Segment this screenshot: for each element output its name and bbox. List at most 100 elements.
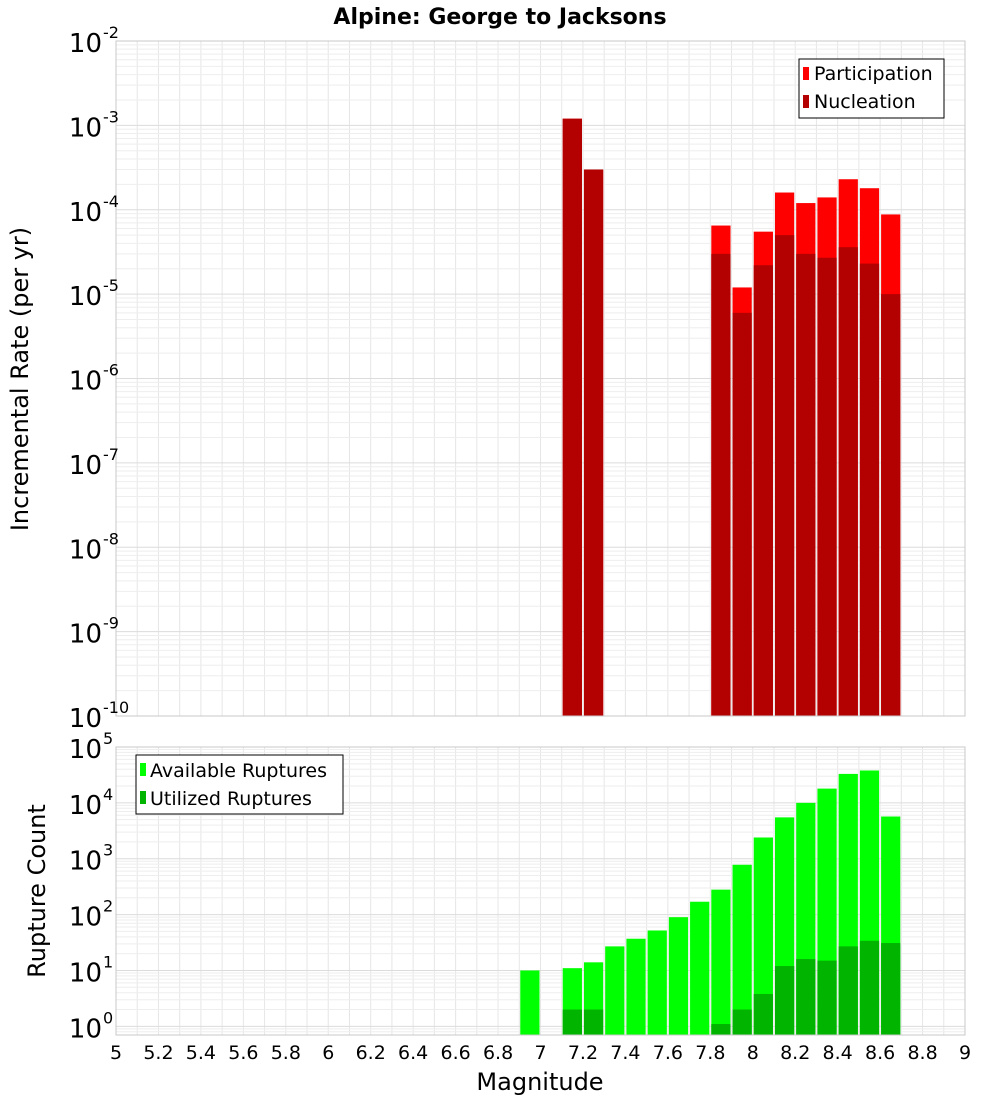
y-tick-exponent: -9 xyxy=(103,614,119,633)
y-tick-exponent: 4 xyxy=(103,785,113,804)
x-tick-label: 5.4 xyxy=(186,1042,216,1064)
bar-nucleation xyxy=(711,253,731,716)
x-tick-label: 7.8 xyxy=(695,1042,725,1064)
top-legend-box xyxy=(798,58,945,119)
bar-available-ruptures xyxy=(668,917,689,1035)
y-tick-label: 10 xyxy=(69,282,102,312)
legend-swatch-available xyxy=(140,763,146,776)
y-tick-exponent: 5 xyxy=(103,729,113,748)
bar-utilized-ruptures xyxy=(838,946,858,1035)
y-tick-exponent: -8 xyxy=(103,529,119,548)
bar-available-ruptures xyxy=(732,864,752,1035)
x-tick-label: 5.2 xyxy=(143,1042,173,1064)
x-tick-label: 6 xyxy=(322,1042,334,1064)
y-tick-exponent: -10 xyxy=(103,698,129,717)
x-ticks: 5 5.2 5.4 5.6 5.8 6 6.2 6.4 6.6 6.8 7 7.2 7.4 7.6 7.8 8… xyxy=(110,1042,971,1064)
bar-available-ruptures xyxy=(690,901,710,1035)
y-tick-exponent: -7 xyxy=(103,445,119,464)
x-tick-label: 6.2 xyxy=(356,1042,386,1064)
x-tick-label: 9 xyxy=(959,1042,971,1064)
top-plot-frame xyxy=(115,40,966,717)
x-tick-label: 8.4 xyxy=(823,1042,853,1064)
y-tick-exponent: -6 xyxy=(103,361,119,380)
bar-nucleation xyxy=(583,169,604,716)
y-tick-label: 10 xyxy=(69,620,102,650)
y-tick-exponent: 1 xyxy=(103,952,113,971)
x-tick-label: 7.6 xyxy=(653,1042,683,1064)
bar-utilized-ruptures xyxy=(711,1024,731,1035)
x-tick-label: 6.6 xyxy=(440,1042,470,1064)
bar-available-ruptures xyxy=(711,889,731,1035)
x-tick-label: 8.6 xyxy=(865,1042,895,1064)
bottom-legend-box xyxy=(135,754,344,815)
bar-available-ruptures xyxy=(753,837,773,1035)
bar-nucleation xyxy=(796,253,816,716)
bar-available-ruptures xyxy=(647,930,667,1035)
y-tick-label: 10 xyxy=(69,535,102,565)
y-tick-label: 10 xyxy=(69,903,102,933)
bar-nucleation xyxy=(881,294,901,716)
bar-nucleation xyxy=(859,263,880,716)
bar-utilized-ruptures xyxy=(753,993,773,1035)
x-tick-label: 6.4 xyxy=(398,1042,428,1064)
y-tick-label: 10 xyxy=(69,29,102,59)
top-bars xyxy=(562,118,901,717)
legend-label-available: Available Ruptures xyxy=(150,760,327,782)
x-tick-label: 7 xyxy=(534,1042,546,1064)
bottom-bars xyxy=(520,770,901,1035)
y-tick-label: 10 xyxy=(69,367,102,397)
y-tick-label: 10 xyxy=(69,198,102,228)
bar-nucleation xyxy=(838,247,858,716)
bar-available-ruptures xyxy=(626,938,646,1035)
legend-label-utilized: Utilized Ruptures xyxy=(150,788,312,810)
x-tick-label: 8.2 xyxy=(780,1042,810,1064)
bar-utilized-ruptures xyxy=(859,940,880,1035)
bottom-y-axis-label: Rupture Count xyxy=(23,804,51,978)
y-tick-exponent: 0 xyxy=(103,1008,113,1027)
legend-swatch-participation xyxy=(803,67,809,80)
x-tick-label: 7.4 xyxy=(610,1042,640,1064)
bottom-legend: Available Ruptures Utilized Ruptures xyxy=(135,754,344,815)
chart-title: Alpine: George to Jacksons xyxy=(333,5,666,30)
x-tick-label: 5 xyxy=(110,1042,122,1064)
bar-utilized-ruptures xyxy=(562,1009,582,1035)
x-tick-label: 5.6 xyxy=(228,1042,258,1064)
bar-utilized-ruptures xyxy=(796,959,816,1035)
x-tick-label: 6.8 xyxy=(483,1042,513,1064)
x-tick-label: 5.8 xyxy=(271,1042,301,1064)
y-tick-label: 10 xyxy=(69,958,102,988)
bottom-plot-frame xyxy=(115,746,966,1036)
top-legend: Participation Nucleation xyxy=(798,58,945,119)
bar-nucleation xyxy=(562,118,582,716)
bar-utilized-ruptures xyxy=(817,960,837,1035)
x-tick-label: 7.2 xyxy=(568,1042,598,1064)
bar-nucleation xyxy=(753,265,773,716)
x-tick-label: 8 xyxy=(747,1042,759,1064)
y-tick-label: 10 xyxy=(69,451,102,481)
y-tick-label: 10 xyxy=(69,704,102,734)
top-grid xyxy=(115,40,966,717)
bar-nucleation xyxy=(732,312,752,716)
bar-available-ruptures xyxy=(605,946,625,1035)
x-axis-label: Magnitude xyxy=(476,1068,603,1096)
y-tick-exponent: -4 xyxy=(103,192,119,211)
x-tick-label: 8.8 xyxy=(907,1042,937,1064)
y-tick-exponent: -2 xyxy=(103,23,119,42)
bar-utilized-ruptures xyxy=(881,943,901,1035)
y-tick-exponent: 3 xyxy=(103,841,113,860)
y-tick-exponent: -5 xyxy=(103,276,119,295)
bar-utilized-ruptures xyxy=(583,1009,604,1035)
y-tick-label: 10 xyxy=(69,735,102,765)
bar-utilized-ruptures xyxy=(774,966,795,1035)
y-tick-label: 10 xyxy=(69,113,102,143)
bar-utilized-ruptures xyxy=(732,1009,752,1035)
y-tick-label: 10 xyxy=(69,847,102,877)
y-tick-label: 10 xyxy=(69,1014,102,1044)
bar-nucleation xyxy=(817,257,837,716)
y-tick-exponent: -3 xyxy=(103,107,119,126)
